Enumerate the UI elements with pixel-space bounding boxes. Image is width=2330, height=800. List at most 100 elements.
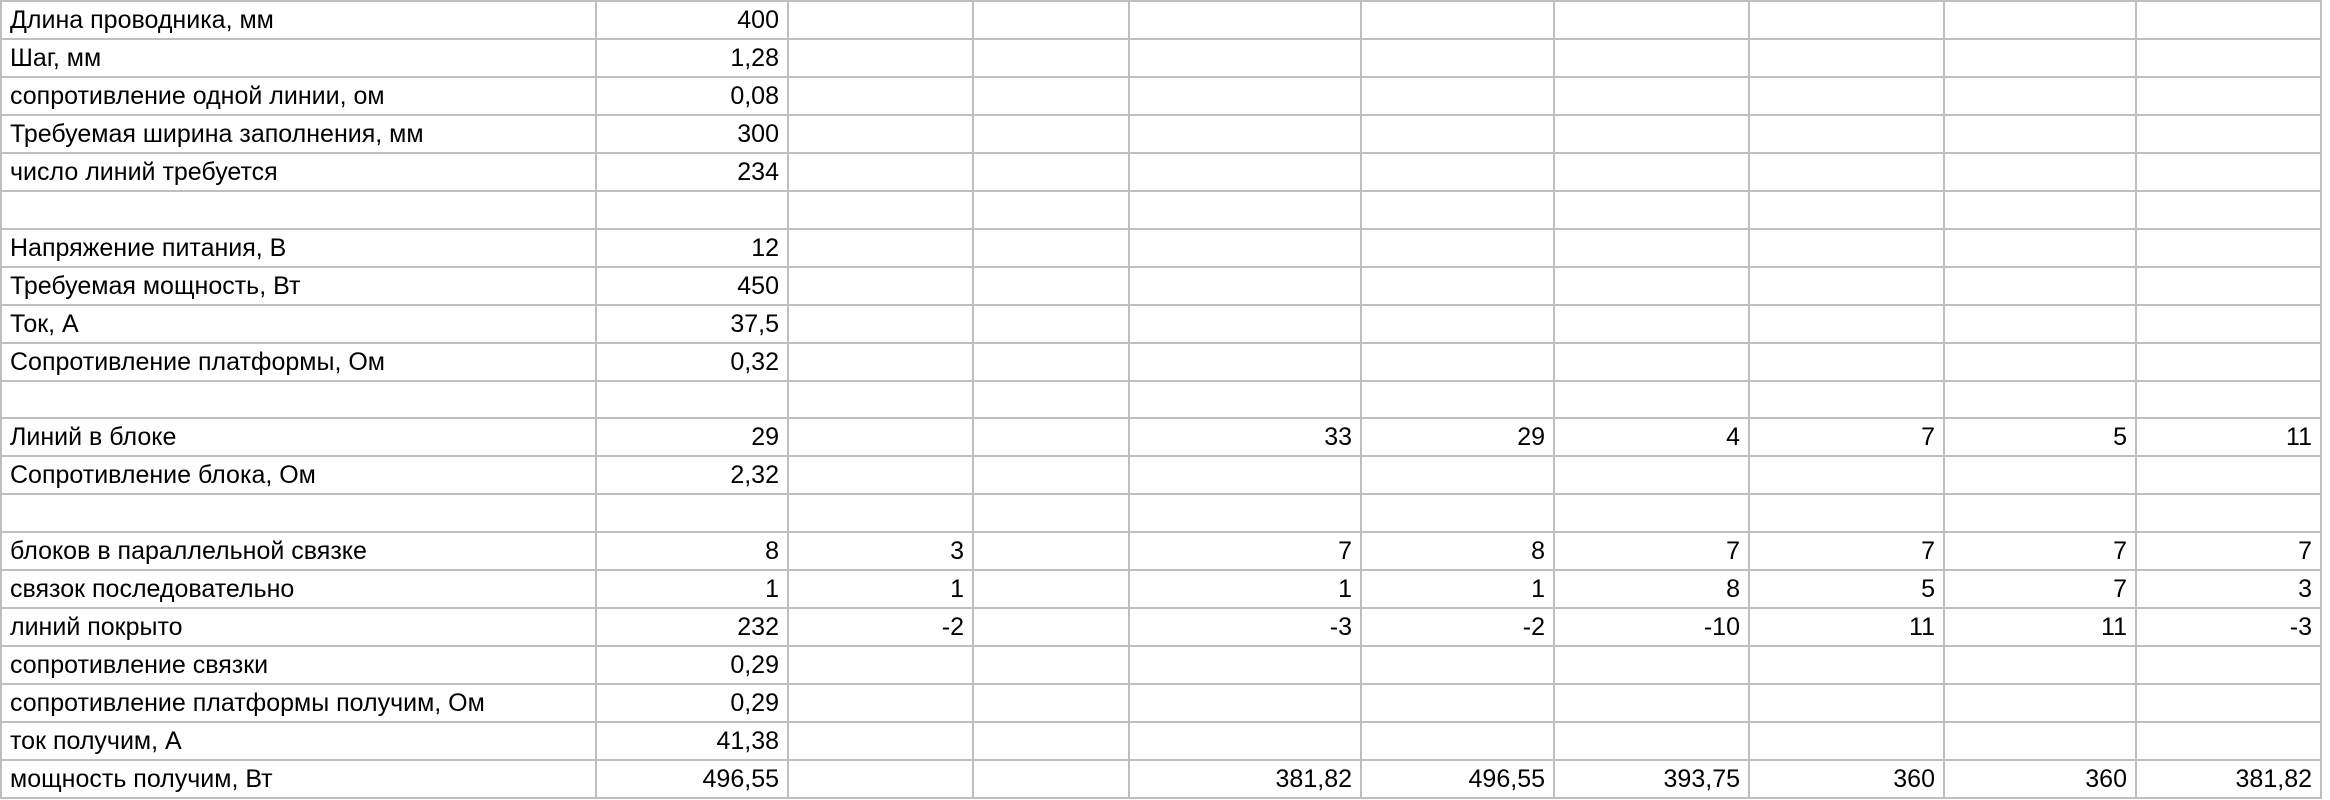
cell-B3[interactable]: 0,08 xyxy=(596,77,789,116)
cell-C8[interactable] xyxy=(788,266,974,306)
cell-D14[interactable] xyxy=(973,494,1130,533)
cell-H5[interactable] xyxy=(1749,153,1945,192)
cell-J4[interactable] xyxy=(2136,115,2322,154)
cell-C1[interactable] xyxy=(788,1,974,40)
cell-B12[interactable]: 29 xyxy=(596,418,789,457)
cell-H12[interactable]: 7 xyxy=(1749,418,1945,457)
cell-B2[interactable]: 1,28 xyxy=(596,39,789,78)
cell-E13[interactable] xyxy=(1129,456,1362,495)
cell-G4[interactable] xyxy=(1554,115,1750,154)
cell-I13[interactable] xyxy=(1944,456,2137,495)
cell-D7[interactable] xyxy=(973,228,1130,268)
cell-H6[interactable] xyxy=(1749,191,1945,230)
cell-D13[interactable] xyxy=(973,456,1130,495)
cell-C11[interactable] xyxy=(788,380,974,419)
cell-D18[interactable] xyxy=(973,645,1130,685)
cell-E10[interactable] xyxy=(1129,342,1362,382)
cell-G21[interactable]: 393,75 xyxy=(1554,759,1750,799)
cell-A15[interactable]: блоков в параллельной связке xyxy=(1,531,597,571)
cell-G2[interactable] xyxy=(1554,39,1750,78)
cell-E11[interactable] xyxy=(1129,380,1362,419)
cell-F21[interactable]: 496,55 xyxy=(1361,759,1555,799)
cell-C12[interactable] xyxy=(788,418,974,457)
cell-A5[interactable]: число линий требуется xyxy=(1,153,597,192)
cell-I12[interactable]: 5 xyxy=(1944,418,2137,457)
cell-F5[interactable] xyxy=(1361,153,1555,192)
cell-I2[interactable] xyxy=(1944,39,2137,78)
cell-D20[interactable] xyxy=(973,721,1130,761)
cell-G3[interactable] xyxy=(1554,77,1750,116)
cell-H8[interactable] xyxy=(1749,266,1945,306)
cell-J20[interactable] xyxy=(2136,721,2322,761)
cell-B5[interactable]: 234 xyxy=(596,153,789,192)
cell-C2[interactable] xyxy=(788,39,974,78)
cell-E17[interactable]: -3 xyxy=(1129,607,1362,647)
cell-H17[interactable]: 11 xyxy=(1749,607,1945,647)
cell-D17[interactable] xyxy=(973,607,1130,647)
cell-G5[interactable] xyxy=(1554,153,1750,192)
cell-B15[interactable]: 8 xyxy=(596,531,789,571)
cell-D10[interactable] xyxy=(973,342,1130,382)
cell-E3[interactable] xyxy=(1129,77,1362,116)
cell-B18[interactable]: 0,29 xyxy=(596,645,789,685)
cell-H9[interactable] xyxy=(1749,304,1945,344)
cell-J12[interactable]: 11 xyxy=(2136,418,2322,457)
cell-F20[interactable] xyxy=(1361,721,1555,761)
cell-I3[interactable] xyxy=(1944,77,2137,116)
cell-I11[interactable] xyxy=(1944,380,2137,419)
cell-C14[interactable] xyxy=(788,494,974,533)
cell-C15[interactable]: 3 xyxy=(788,531,974,571)
cell-I8[interactable] xyxy=(1944,266,2137,306)
cell-I6[interactable] xyxy=(1944,191,2137,230)
cell-C5[interactable] xyxy=(788,153,974,192)
cell-G12[interactable]: 4 xyxy=(1554,418,1750,457)
cell-C19[interactable] xyxy=(788,683,974,723)
cell-J11[interactable] xyxy=(2136,380,2322,419)
cell-F13[interactable] xyxy=(1361,456,1555,495)
cell-E5[interactable] xyxy=(1129,153,1362,192)
cell-A6[interactable] xyxy=(1,191,597,230)
cell-I1[interactable] xyxy=(1944,1,2137,40)
cell-F19[interactable] xyxy=(1361,683,1555,723)
cell-A3[interactable]: сопротивление одной линии, ом xyxy=(1,77,597,116)
cell-B1[interactable]: 400 xyxy=(596,1,789,40)
cell-J7[interactable] xyxy=(2136,228,2322,268)
cell-B17[interactable]: 232 xyxy=(596,607,789,647)
cell-H13[interactable] xyxy=(1749,456,1945,495)
cell-D8[interactable] xyxy=(973,266,1130,306)
cell-I21[interactable]: 360 xyxy=(1944,759,2137,799)
cell-J19[interactable] xyxy=(2136,683,2322,723)
cell-A21[interactable]: мощность получим, Вт xyxy=(1,759,597,799)
cell-J1[interactable] xyxy=(2136,1,2322,40)
cell-E15[interactable]: 7 xyxy=(1129,531,1362,571)
cell-C6[interactable] xyxy=(788,191,974,230)
cell-D1[interactable] xyxy=(973,1,1130,40)
cell-E1[interactable] xyxy=(1129,1,1362,40)
cell-G15[interactable]: 7 xyxy=(1554,531,1750,571)
cell-I17[interactable]: 11 xyxy=(1944,607,2137,647)
cell-J13[interactable] xyxy=(2136,456,2322,495)
cell-D21[interactable] xyxy=(973,759,1130,799)
cell-G13[interactable] xyxy=(1554,456,1750,495)
cell-H3[interactable] xyxy=(1749,77,1945,116)
cell-E7[interactable] xyxy=(1129,228,1362,268)
cell-A9[interactable]: Ток, А xyxy=(1,304,597,344)
cell-C18[interactable] xyxy=(788,645,974,685)
cell-D2[interactable] xyxy=(973,39,1130,78)
cell-B6[interactable] xyxy=(596,191,789,230)
cell-I18[interactable] xyxy=(1944,645,2137,685)
cell-I16[interactable]: 7 xyxy=(1944,569,2137,609)
cell-F14[interactable] xyxy=(1361,494,1555,533)
cell-A4[interactable]: Требуемая ширина заполнения, мм xyxy=(1,115,597,154)
cell-J8[interactable] xyxy=(2136,266,2322,306)
cell-A2[interactable]: Шаг, мм xyxy=(1,39,597,78)
cell-H18[interactable] xyxy=(1749,645,1945,685)
cell-B8[interactable]: 450 xyxy=(596,266,789,306)
cell-A10[interactable]: Сопротивление платформы, Ом xyxy=(1,342,597,382)
cell-B14[interactable] xyxy=(596,494,789,533)
cell-E8[interactable] xyxy=(1129,266,1362,306)
cell-F7[interactable] xyxy=(1361,228,1555,268)
cell-A14[interactable] xyxy=(1,494,597,533)
cell-C3[interactable] xyxy=(788,77,974,116)
cell-D19[interactable] xyxy=(973,683,1130,723)
